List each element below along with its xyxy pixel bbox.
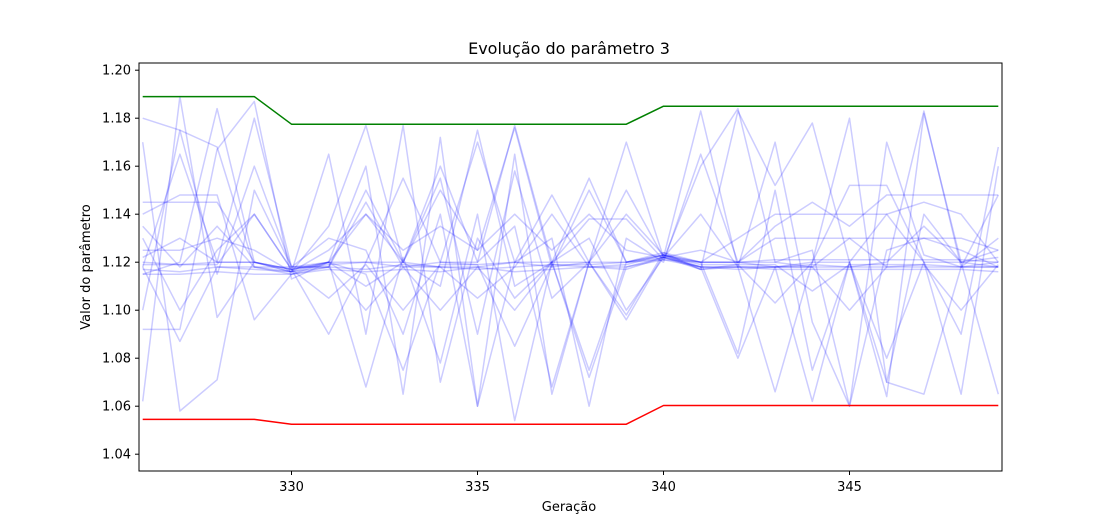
individual-series-line [142,112,999,398]
individual-series-line [142,201,999,299]
y-tick-label: 1.06 [102,400,131,415]
individual-series-line [142,254,999,273]
individual-series-line [142,237,999,343]
individual-series-line [141,129,999,407]
individual-series-line [142,251,999,271]
plot-frame [138,62,1003,472]
individual-series-line [141,110,1000,412]
x-tick-label: 340 [651,480,676,495]
y-tick-label: 1.10 [102,304,131,319]
individual-series-line [142,256,999,275]
y-tick-label: 1.20 [102,64,131,79]
x-tick-label: 345 [837,480,862,495]
individual-series-line [142,100,999,407]
upper-bound-line [142,95,999,125]
individual-series-line [141,153,999,335]
x-axis-label: Geração [542,500,596,515]
y-tick-label: 1.04 [102,448,131,463]
chart-title: Evolução do parâmetro 3 [468,39,670,58]
y-tick-label: 1.12 [102,256,131,271]
y-tick-label: 1.16 [102,160,131,175]
y-tick-label: 1.14 [102,208,131,223]
lower-bound-line [142,404,999,425]
y-tick-label: 1.08 [102,352,131,367]
individual-series-line [142,194,999,273]
y-axis-label: Valor do parâmetro [79,204,94,330]
plot-lines [141,95,1000,425]
x-axis: 330 335 340 345 [279,471,862,495]
y-axis: 1.04 1.06 1.08 1.10 1.12 1.14 1.16 1.18 1.20 [102,64,139,463]
individual-series-line [142,117,999,287]
individual-series-line [142,124,1000,359]
individual-series-line [142,165,999,388]
individual-series-line [142,213,999,347]
x-tick-label: 335 [465,480,490,495]
x-tick-label: 330 [279,480,304,495]
individual-series-line [141,95,999,422]
individual-series-line [142,107,1000,395]
y-tick-label: 1.18 [102,112,131,127]
individual-series-line [142,107,999,273]
